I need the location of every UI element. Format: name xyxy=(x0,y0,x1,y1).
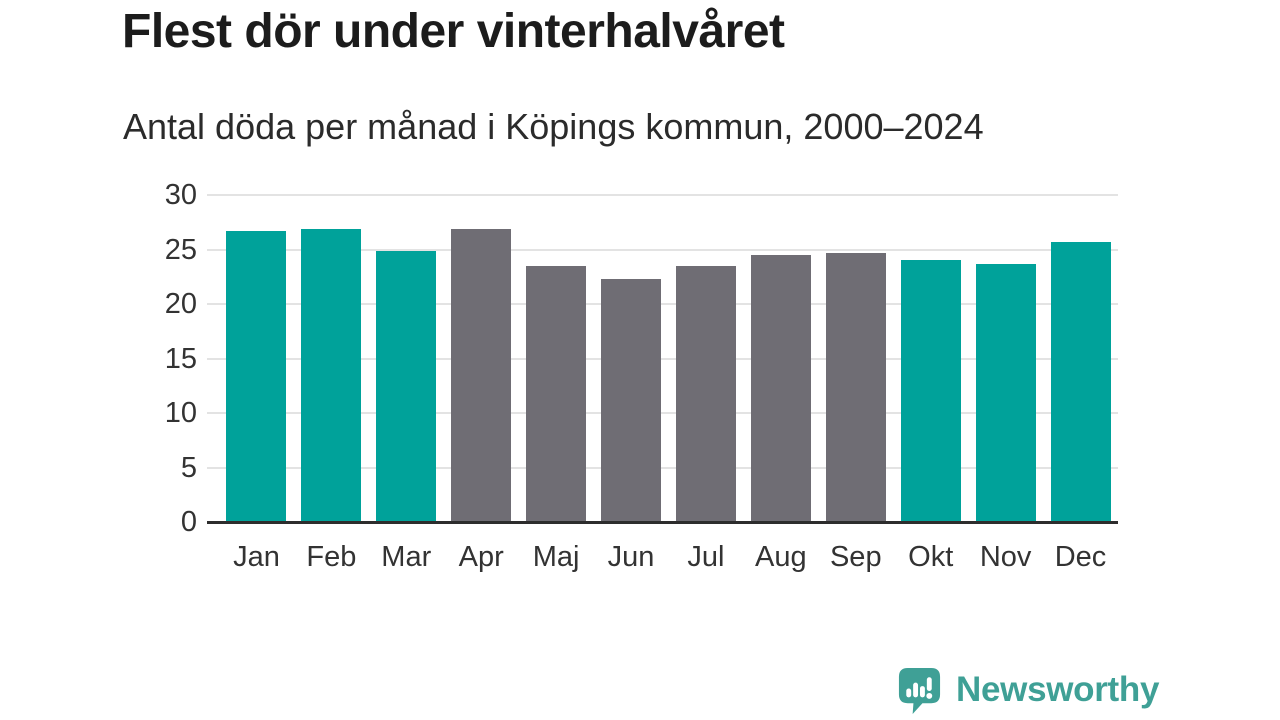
bar-jul xyxy=(675,265,736,522)
x-axis-label-jan: Jan xyxy=(233,541,280,573)
x-axis-line xyxy=(207,521,1118,524)
x-axis-label-okt: Okt xyxy=(908,541,954,573)
bar-aug xyxy=(750,254,811,522)
bar-nov xyxy=(975,263,1036,522)
x-axis-label-nov: Nov xyxy=(979,541,1032,573)
bar-sep xyxy=(825,252,886,522)
x-axis-label-maj: Maj xyxy=(532,541,580,573)
bar-dec xyxy=(1050,241,1111,522)
gridline-15 xyxy=(207,357,1118,360)
bar-maj xyxy=(526,265,587,522)
gridline-30 xyxy=(207,194,1118,196)
bar-apr xyxy=(451,228,512,522)
gridline-10 xyxy=(207,412,1118,414)
newsworthy-logo-text: Newsworthy xyxy=(956,670,1160,709)
x-axis-label-aug: Aug xyxy=(755,541,807,573)
x-axis-label-jun: Jun xyxy=(607,541,655,573)
x-axis-label-dec: Dec xyxy=(1054,541,1107,573)
bar-mar xyxy=(376,250,437,522)
y-axis-label-15: 15 xyxy=(164,342,197,375)
y-axis-label-10: 10 xyxy=(164,397,197,429)
gridline-25 xyxy=(207,248,1118,251)
x-axis-label-jul: Jul xyxy=(687,541,725,573)
y-axis-label-30: 30 xyxy=(164,179,197,211)
x-axis-label-sep: Sep xyxy=(829,541,882,573)
chart-title: Flest dör under vinterhalvåret xyxy=(122,5,785,58)
bar-feb xyxy=(301,228,362,522)
y-axis-label-20: 20 xyxy=(164,288,197,320)
gridline-20 xyxy=(207,303,1118,305)
y-axis-label-0: 0 xyxy=(180,506,197,538)
bar-jan xyxy=(226,230,287,522)
x-axis-label-mar: Mar xyxy=(381,541,432,573)
newsworthy-logo: Newsworthy xyxy=(896,664,1159,716)
gridline-5 xyxy=(207,466,1118,469)
x-axis-label-feb: Feb xyxy=(306,541,357,573)
chart-subtitle: Antal döda per månad i Köpings kommun, 2… xyxy=(123,106,984,147)
newsworthy-logo-icon xyxy=(898,667,941,714)
y-axis-label-25: 25 xyxy=(164,233,197,266)
bar-okt xyxy=(900,260,961,522)
x-axis-label-apr: Apr xyxy=(458,541,504,573)
bar-jun xyxy=(601,278,662,522)
y-axis-label-5: 5 xyxy=(180,451,197,484)
